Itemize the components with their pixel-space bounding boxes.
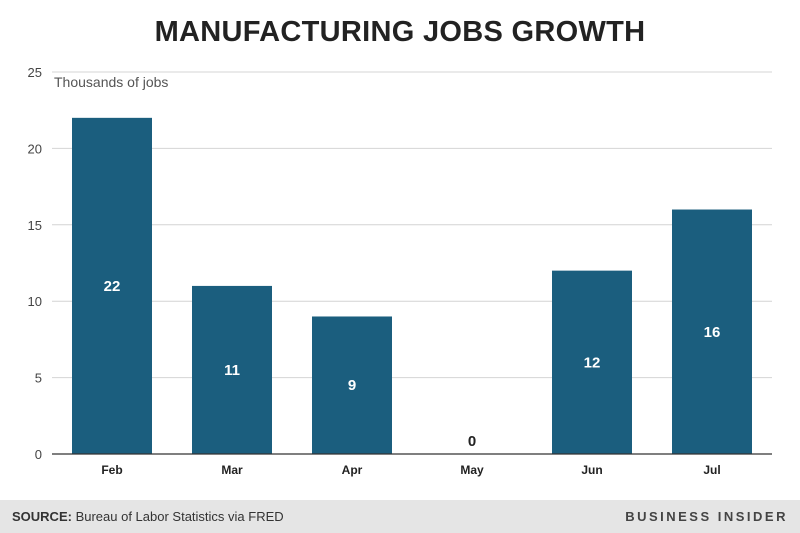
bar-feb bbox=[72, 117, 152, 454]
bars: 22 11 9 0 12 16 bbox=[72, 117, 752, 454]
bar-value-label: 9 bbox=[348, 377, 356, 394]
bar-jul bbox=[672, 209, 752, 454]
bar-value-label: 0 bbox=[468, 433, 476, 450]
y-tick-label: 20 bbox=[28, 141, 42, 156]
y-tick-label: 0 bbox=[35, 447, 42, 462]
bar-value-label: 11 bbox=[224, 362, 240, 379]
x-category-label: Jun bbox=[581, 463, 602, 477]
x-category-label: May bbox=[460, 463, 484, 477]
x-axis-categories: Feb Mar Apr May Jun Jul bbox=[101, 463, 720, 477]
chart-title: MANUFACTURING JOBS GROWTH bbox=[154, 16, 646, 48]
y-axis-unit-label: Thousands of jobs bbox=[54, 74, 168, 90]
y-tick-label: 5 bbox=[35, 371, 42, 386]
footer: SOURCE: Bureau of Labor Statistics via F… bbox=[0, 500, 800, 533]
y-tick-label: 10 bbox=[28, 294, 42, 309]
x-category-label: Feb bbox=[101, 463, 122, 477]
source-text: Bureau of Labor Statistics via FRED bbox=[71, 509, 284, 524]
x-category-label: Jul bbox=[703, 463, 720, 477]
bar-value-label: 16 bbox=[704, 324, 721, 341]
gridlines bbox=[52, 71, 772, 379]
y-tick-label: 25 bbox=[28, 65, 42, 80]
x-category-label: Apr bbox=[342, 463, 363, 477]
bar-mar bbox=[192, 285, 272, 454]
brand-logo-text: BUSINESS INSIDER bbox=[625, 509, 788, 524]
bar-jun bbox=[552, 270, 632, 454]
source-note: SOURCE: Bureau of Labor Statistics via F… bbox=[12, 509, 284, 524]
y-tick-label: 15 bbox=[28, 218, 42, 233]
x-category-label: Mar bbox=[221, 463, 243, 477]
bar-value-label: 22 bbox=[104, 278, 121, 295]
bar-value-label: 12 bbox=[584, 354, 601, 371]
y-axis-ticks: 0 5 10 15 20 25 bbox=[28, 65, 42, 462]
bar-apr bbox=[312, 316, 392, 454]
source-prefix: SOURCE: bbox=[12, 509, 72, 524]
